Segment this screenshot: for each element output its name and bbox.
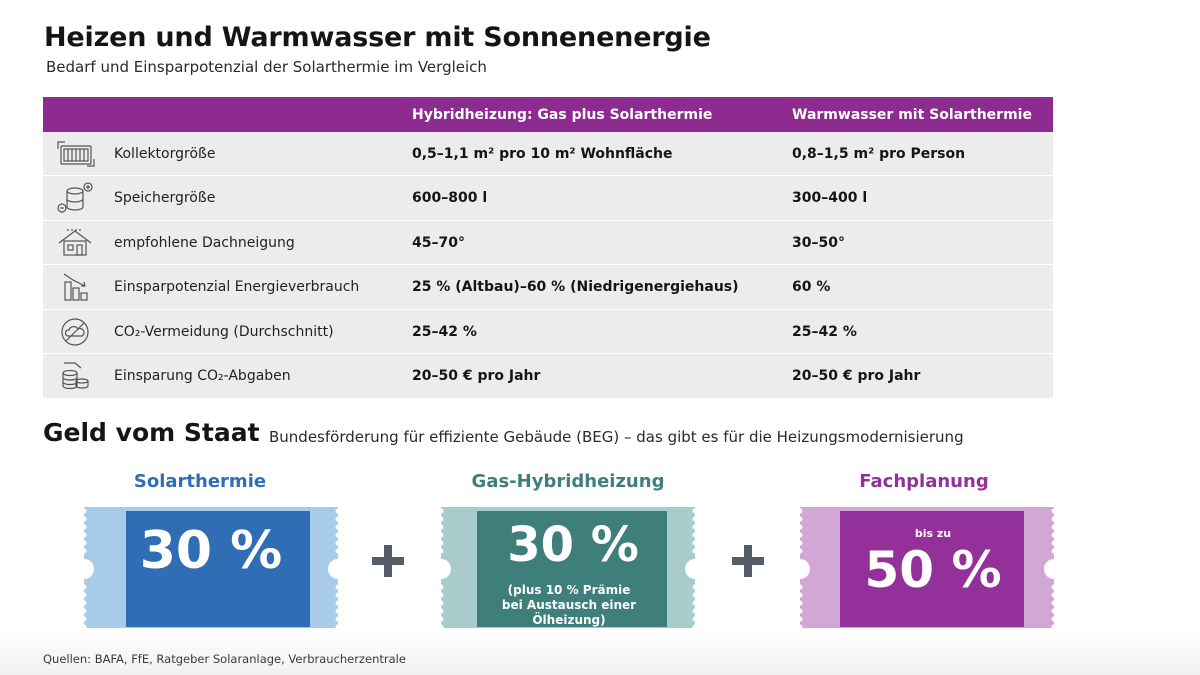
row-label: empfohlene Dachneigung	[114, 234, 295, 251]
table-row: Kollektorgröße 0,5–1,1 m² pro 10 m² Wohn…	[43, 132, 1053, 175]
ticket-value: 30 %	[507, 517, 639, 573]
table-row: CO₂-Vermeidung (Durchschnitt) 25–42 % 25…	[43, 308, 1053, 353]
table-row: empfohlene Dachneigung 45–70° 30–50°	[43, 219, 1053, 264]
row-value-warmwater: 25–42 %	[792, 323, 857, 340]
house-roof-icon	[58, 228, 92, 256]
column-header-warmwater: Warmwasser mit Solarthermie	[792, 107, 1032, 123]
comparison-table: Hybridheizung: Gas plus Solarthermie War…	[43, 97, 1053, 398]
collector-panel-icon	[57, 141, 95, 167]
category-solarthermie: Solarthermie	[133, 471, 267, 492]
ticket-note: (plus 10 % Prämie bei Austausch einer Öl…	[501, 583, 637, 627]
table-row: Einsparung CO₂-Abgaben 20–50 € pro Jahr …	[43, 353, 1053, 398]
row-label: Einsparpotenzial Energieverbrauch	[114, 279, 360, 295]
ticket-shape	[81, 507, 341, 631]
row-value-hybrid: 45–70°	[412, 234, 465, 251]
coins-stack-icon	[62, 362, 89, 390]
row-value-warmwater: 0,8–1,5 m² pro Person	[792, 146, 966, 162]
category-gas-hybrid: Gas-Hybridheizung	[471, 471, 665, 492]
row-value-warmwater: 300–400 l	[792, 190, 868, 206]
funding-title: Geld vom Staat	[43, 418, 260, 447]
ticket-value: 30 %	[139, 521, 283, 581]
ticket-shape	[438, 507, 698, 631]
ticket-shape	[797, 507, 1057, 631]
page-subtitle: Bedarf und Einsparpotenzial der Solarthe…	[46, 58, 487, 76]
row-value-warmwater: 30–50°	[792, 234, 845, 251]
row-label: CO₂-Vermeidung (Durchschnitt)	[114, 323, 334, 340]
funding-subtitle: Bundesförderung für effiziente Gebäude (…	[269, 428, 964, 446]
row-label: Einsparung CO₂-Abgaben	[114, 368, 291, 384]
plus-icon	[372, 545, 404, 577]
table-header: Hybridheizung: Gas plus Solarthermie War…	[43, 97, 1053, 132]
storage-tank-icon	[57, 182, 93, 213]
row-value-warmwater: 60 %	[792, 279, 831, 295]
page-title: Heizen und Warmwasser mit Sonnenenergie	[44, 22, 711, 53]
row-value-hybrid: 25–42 %	[412, 323, 477, 340]
ticket-value: 50 %	[864, 541, 1002, 599]
footer-shade	[0, 628, 1200, 675]
bar-chart-down-icon	[63, 273, 88, 301]
category-fachplanung: Fachplanung	[859, 471, 989, 492]
ticket-fachplanung: bis zu 50 %	[796, 507, 1058, 631]
table-row: Speichergröße 600–800 l 300–400 l	[43, 175, 1053, 220]
column-header-hybrid: Hybridheizung: Gas plus Solarthermie	[412, 107, 713, 123]
row-value-hybrid: 20–50 € pro Jahr	[412, 368, 541, 384]
row-value-hybrid: 600–800 l	[412, 190, 488, 206]
row-value-warmwater: 20–50 € pro Jahr	[792, 368, 921, 384]
ticket-solarthermie: 30 %	[80, 507, 342, 631]
table-row: Einsparpotenzial Energieverbrauch 25 % (…	[43, 264, 1053, 309]
row-value-hybrid: 0,5–1,1 m² pro 10 m² Wohnfläche	[412, 146, 673, 162]
plus-icon	[732, 545, 764, 577]
source-note: Quellen: BAFA, FfE, Ratgeber Solaranlage…	[43, 652, 406, 666]
co2-cloud-crossed-icon	[61, 317, 89, 346]
row-value-hybrid: 25 % (Altbau)–60 % (Niedrigenergiehaus)	[412, 279, 739, 295]
row-label: Kollektorgröße	[114, 146, 216, 162]
row-label: Speichergröße	[114, 190, 216, 206]
ticket-gas-hybrid: 30 % (plus 10 % Prämie bei Austausch ein…	[437, 507, 699, 631]
ticket-prefix: bis zu	[914, 527, 952, 540]
